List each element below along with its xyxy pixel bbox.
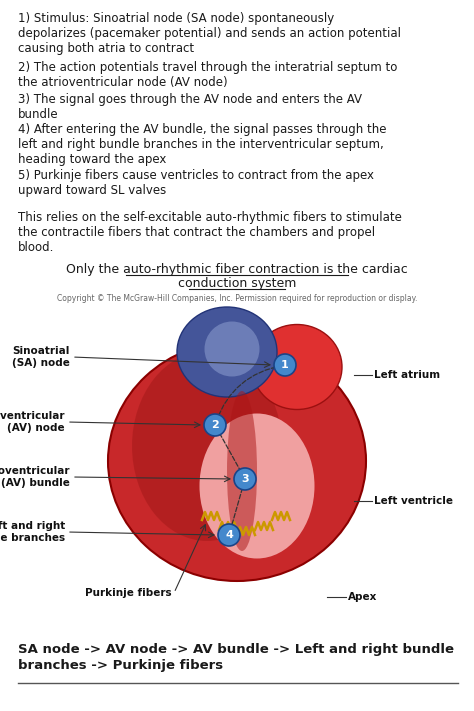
Text: Left and right
bundle branches: Left and right bundle branches <box>0 520 65 543</box>
Ellipse shape <box>252 324 342 410</box>
Text: Apex: Apex <box>348 592 377 602</box>
Ellipse shape <box>227 391 257 551</box>
Ellipse shape <box>132 351 282 541</box>
Circle shape <box>274 354 296 376</box>
Text: 3: 3 <box>241 474 249 484</box>
Text: Purkinje fibers: Purkinje fibers <box>85 588 172 598</box>
Text: Only the auto-rhythmic fiber contraction is the cardiac: Only the auto-rhythmic fiber contraction… <box>66 263 408 276</box>
Text: conduction system: conduction system <box>178 277 296 290</box>
Text: 5) Purkinje fibers cause ventricles to contract from the apex
upward toward SL v: 5) Purkinje fibers cause ventricles to c… <box>18 169 374 197</box>
Text: Sinoatrial
(SA) node: Sinoatrial (SA) node <box>12 346 70 368</box>
Text: 4: 4 <box>225 530 233 540</box>
Text: 2: 2 <box>211 420 219 430</box>
Text: Atrioventricular
(AV) node: Atrioventricular (AV) node <box>0 411 65 433</box>
Text: Atrioventricular
(AV) bundle: Atrioventricular (AV) bundle <box>0 466 70 488</box>
Circle shape <box>204 414 226 436</box>
Ellipse shape <box>204 321 259 377</box>
Circle shape <box>218 524 240 546</box>
Text: 1: 1 <box>281 360 289 370</box>
Ellipse shape <box>177 307 277 397</box>
Text: Left ventricle: Left ventricle <box>374 496 453 506</box>
Text: This relies on the self-excitable auto-rhythmic fibers to stimulate
the contract: This relies on the self-excitable auto-r… <box>18 211 402 254</box>
Ellipse shape <box>200 414 315 559</box>
Text: Left atrium: Left atrium <box>374 370 440 380</box>
Text: 1) Stimulus: Sinoatrial node (SA node) spontaneously
depolarizes (pacemaker pote: 1) Stimulus: Sinoatrial node (SA node) s… <box>18 12 401 55</box>
Ellipse shape <box>108 341 366 581</box>
Text: SA node -> AV node -> AV bundle -> Left and right bundle: SA node -> AV node -> AV bundle -> Left … <box>18 643 454 656</box>
Text: 4) After entering the AV bundle, the signal passes through the
left and right bu: 4) After entering the AV bundle, the sig… <box>18 123 386 166</box>
Text: branches -> Purkinje fibers: branches -> Purkinje fibers <box>18 659 223 672</box>
Text: 3) The signal goes through the AV node and enters the AV
bundle: 3) The signal goes through the AV node a… <box>18 93 362 121</box>
Text: Copyright © The McGraw-Hill Companies, Inc. Permission required for reproduction: Copyright © The McGraw-Hill Companies, I… <box>57 294 417 303</box>
Text: 2) The action potentials travel through the interatrial septum to
the atrioventr: 2) The action potentials travel through … <box>18 61 397 89</box>
Circle shape <box>234 468 256 490</box>
